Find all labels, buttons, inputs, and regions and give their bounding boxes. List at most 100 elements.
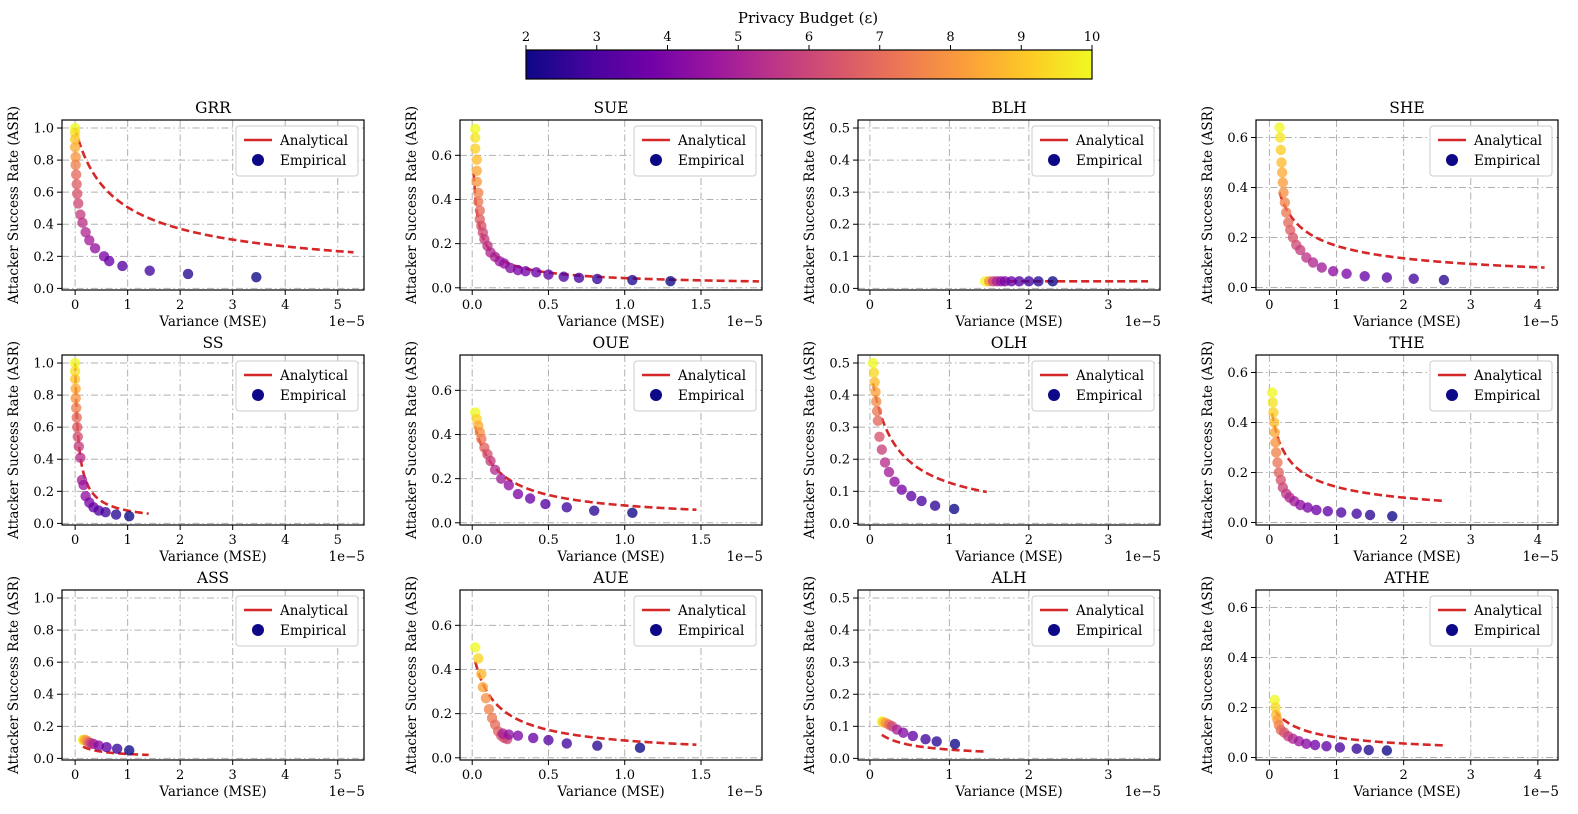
y-tick-label: 0.2 [829,688,850,703]
legend-empirical-swatch [1446,389,1458,401]
x-tick-label: 0.5 [538,298,559,313]
colorbar-tick-label: 8 [946,30,954,45]
plot-area [979,276,1149,287]
colorbar-tick-label: 7 [876,30,884,45]
empirical-point [70,383,81,394]
y-axis-label: Attacker Success Rate (ASR) [404,106,420,305]
plot-area [470,642,697,754]
legend-empirical-swatch [650,154,662,166]
empirical-point [869,377,880,388]
legend: Analytical Empirical [1429,125,1553,177]
x-scale-label: 1e−5 [727,784,763,800]
empirical-point [78,479,89,491]
legend-frame [1031,125,1155,177]
axes-frame [459,354,763,526]
y-tick-label: 0.0 [1227,751,1248,766]
y-tick-label: 0.0 [431,751,452,766]
y-tick-label: 0.8 [33,624,54,639]
empirical-point [543,269,554,280]
empirical-point [867,357,879,369]
empirical-point [1006,276,1017,287]
empirical-point [1269,427,1280,438]
legend-empirical-swatch [1048,389,1060,401]
x-tick-label: 3 [1467,298,1475,313]
empirical-point [1316,262,1327,273]
empirical-point [1276,167,1288,178]
empirical-point [634,742,646,754]
subplot-sue: 0.0 0.5 1.0 1.5 0.0 0.2 0.4 0.6 SUE Variance (MSE… [404,99,763,330]
y-tick-label: 0.2 [829,453,850,468]
legend-frame [1031,360,1155,412]
subplot-title: SS [203,334,224,352]
x-tick-label: 1 [945,533,953,548]
empirical-point [1268,407,1279,418]
x-axis-label: Variance (MSE) [1352,784,1460,800]
empirical-point [1363,744,1374,756]
plot-area [69,357,149,522]
empirical-point [1014,276,1025,287]
y-tick-label: 0.6 [1227,366,1248,381]
legend: Analytical Empirical [235,125,359,177]
x-tick-label: 5 [334,768,342,783]
axes-frame [1255,354,1559,526]
legend-empirical-swatch [1048,624,1060,636]
empirical-point [1274,132,1286,143]
y-tick-label: 0.5 [829,592,850,607]
empirical-point [1321,741,1332,752]
empirical-point [477,681,489,693]
x-tick-label: 0.5 [538,768,559,783]
analytical-curve [881,733,986,753]
empirical-point [907,730,919,742]
legend-analytical-label: Analytical [1473,603,1542,619]
empirical-point [1047,276,1058,287]
y-tick-label: 0.0 [431,281,452,296]
legend: Analytical Empirical [1031,125,1155,177]
subplot-title: ATHE [1383,569,1430,587]
empirical-point [916,495,927,507]
analytical-curve [871,383,988,494]
x-tick-label: 3 [1104,298,1112,313]
y-tick-label: 0.2 [1227,231,1248,246]
y-tick-label: 0.5 [829,122,850,137]
legend-empirical-label: Empirical [1076,388,1142,404]
x-tick-label: 0 [71,768,79,783]
colorbar-tick-label: 10 [1084,30,1101,45]
x-tick-label: 1.5 [691,768,712,783]
legend-empirical-swatch [252,154,264,166]
empirical-point [471,176,482,188]
y-tick-label: 0.2 [1227,466,1248,481]
y-tick-label: 0.2 [33,720,54,735]
subplot-title: BLH [991,99,1026,117]
legend-empirical-label: Empirical [678,153,744,169]
empirical-point [73,198,84,209]
legend-empirical-swatch [650,624,662,636]
y-tick-label: 0.8 [33,389,54,404]
y-tick-label: 0.4 [1227,651,1248,666]
subplot-olh: 0 1 2 3 0.0 0.1 0.2 0.3 0.4 0.5 OLH Variance (MSE) 1… [802,334,1161,565]
x-tick-label: 1.0 [614,533,635,548]
empirical-point [872,415,884,426]
subplot-athe: 0 1 2 3 4 0.0 0.2 0.4 0.6 ATHE Variance (MSE) 1e−5 A… [1200,569,1559,800]
empirical-point [72,421,83,433]
x-axis-label: Variance (MSE) [1352,549,1460,565]
colorbar-gradient [525,49,1093,80]
legend-analytical-label: Analytical [279,603,348,619]
legend-frame [235,125,359,177]
legend-analytical-label: Analytical [1473,368,1542,384]
empirical-point [71,178,82,190]
y-tick-label: 0.0 [829,282,850,297]
empirical-point [1269,694,1280,706]
x-tick-label: 3 [1104,533,1112,548]
legend: Analytical Empirical [1429,595,1553,647]
legend-empirical-label: Empirical [1076,623,1142,639]
y-tick-label: 0.0 [829,752,850,767]
x-scale-label: 1e−5 [1523,314,1559,330]
colorbar-tick-label: 5 [734,30,742,45]
subplot-title: AUE [592,569,629,587]
x-tick-label: 2 [1400,768,1408,783]
empirical-point [512,730,524,741]
x-tick-label: 5 [334,533,342,548]
plot-area [69,122,354,283]
axes-frame [61,119,365,291]
empirical-point [1364,509,1376,521]
